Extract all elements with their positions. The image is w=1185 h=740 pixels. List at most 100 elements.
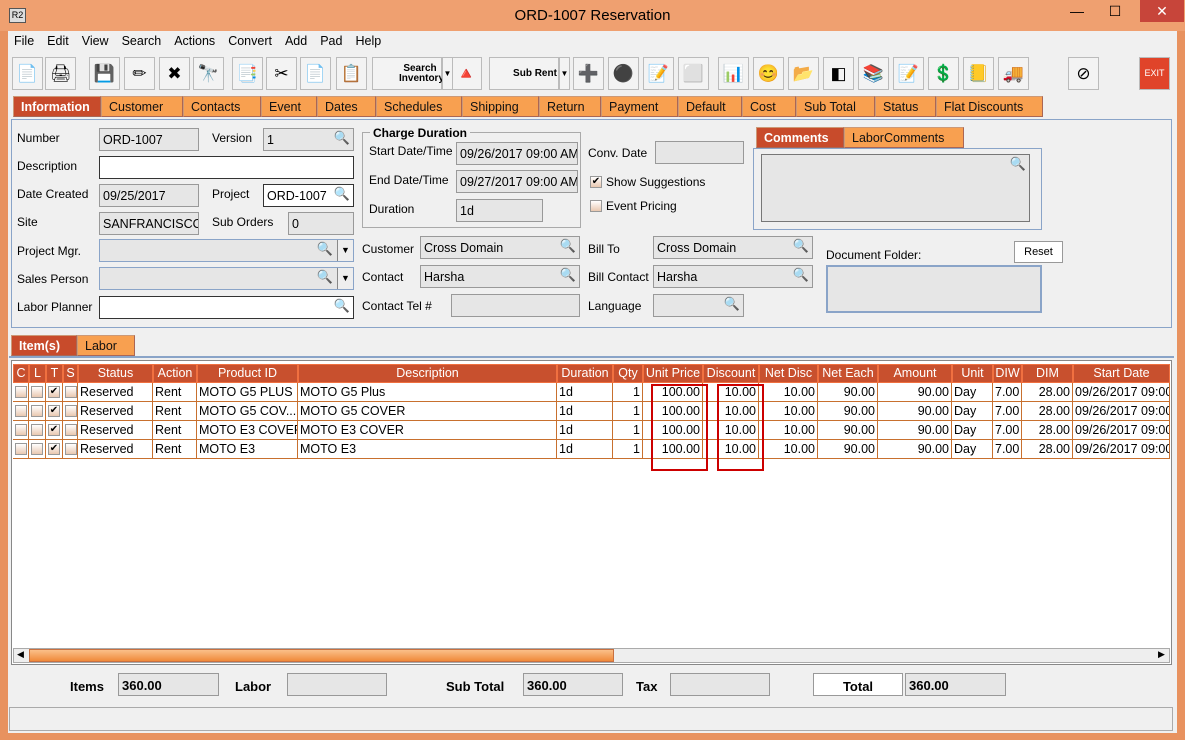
cell-discount[interactable]: 10.00 [703,383,759,402]
cell-dim[interactable]: 28.00 [1022,421,1073,440]
comments-textarea[interactable]: 🔍 [761,154,1030,222]
project-mgr-select[interactable]: 🔍 ▼ [99,239,354,262]
column-header-t[interactable]: T [46,364,63,383]
cell-net-each[interactable]: 90.00 [818,440,878,459]
s-checkbox[interactable] [65,386,77,398]
sub-rent-button[interactable]: Sub Rent [489,57,559,90]
search-icon[interactable]: 🔍 [723,296,740,311]
delete-icon[interactable]: ✖ [159,57,190,90]
menu-pad[interactable]: Pad [320,34,343,48]
cut-icon[interactable]: ✂ [266,57,297,90]
search-icon[interactable]: 🔍 [559,238,576,253]
cell-description[interactable]: MOTO G5 COVER [298,402,557,421]
cell-duration[interactable]: 1d [557,402,613,421]
s-checkbox[interactable] [65,405,77,417]
notepad-icon[interactable]: 📝 [893,57,924,90]
cell-qty[interactable]: 1 [613,402,643,421]
cell-unit[interactable]: Day [952,383,993,402]
version-field[interactable]: 1 🔍 [263,128,354,151]
cell-action[interactable]: Rent [153,440,197,459]
t-checkbox[interactable]: ✔ [48,405,60,417]
search-icon[interactable]: 🔍 [333,186,350,201]
money-transfer-icon[interactable]: 💲 [928,57,959,90]
column-header-amount[interactable]: Amount [878,364,952,383]
menu-search[interactable]: Search [121,34,162,48]
tab-shipping[interactable]: Shipping [462,96,539,117]
cell-unit-price[interactable]: 100.00 [643,402,703,421]
cell-description[interactable]: MOTO E3 COVER [298,421,557,440]
cell-status[interactable]: Reserved [78,383,153,402]
cell-action[interactable]: Rent [153,402,197,421]
tab-payment[interactable]: Payment [601,96,678,117]
paste-icon[interactable]: 📋 [336,57,367,90]
search-inventory-button[interactable]: Search Inventory [372,57,444,90]
menu-file[interactable]: File [14,34,35,48]
search-icon[interactable]: 🔍 [1009,156,1026,171]
event-pricing-checkbox[interactable] [590,200,602,212]
l-checkbox[interactable] [31,424,43,436]
search-inventory-dropdown-icon[interactable]: ▼ [442,57,453,90]
tab-labor[interactable]: Labor [77,335,135,356]
cell-diw[interactable]: 7.00 [993,383,1022,402]
exit-button[interactable]: EXIT [1139,57,1170,90]
truck-icon[interactable]: 🚚 [998,57,1029,90]
column-header-description[interactable]: Description [298,364,557,383]
cell-diw[interactable]: 7.00 [993,402,1022,421]
cell-unit-price[interactable]: 100.00 [643,440,703,459]
dropdown-arrow-icon[interactable]: ▼ [337,240,353,261]
tab-customer[interactable]: Customer [101,96,183,117]
column-header-qty[interactable]: Qty [613,364,643,383]
cell-qty[interactable]: 1 [613,383,643,402]
cell-discount[interactable]: 10.00 [703,421,759,440]
customer-field[interactable]: Cross Domain 🔍 [420,236,580,259]
c-checkbox[interactable] [15,443,27,455]
minimize-button[interactable]: — [1070,3,1084,19]
new-document-icon[interactable]: 📄 [12,57,43,90]
column-header-product-id[interactable]: Product ID [197,364,298,383]
folder-clock-icon[interactable]: 📂 [788,57,819,90]
balls-icon[interactable]: ⚫ [608,57,639,90]
cell-net-each[interactable]: 90.00 [818,383,878,402]
sales-person-select[interactable]: 🔍 ▼ [99,267,354,290]
c-checkbox[interactable] [15,424,27,436]
cell-amount[interactable]: 90.00 [878,440,952,459]
cell-net-each[interactable]: 90.00 [818,421,878,440]
maximize-button[interactable]: ☐ [1108,3,1122,19]
column-header-unit-price[interactable]: Unit Price [643,364,703,383]
cell-net-each[interactable]: 90.00 [818,402,878,421]
cell-status[interactable]: Reserved [78,440,153,459]
contact-field[interactable]: Harsha 🔍 [420,265,580,288]
cell-unit[interactable]: Day [952,421,993,440]
cell-diw[interactable]: 7.00 [993,421,1022,440]
tab-schedules[interactable]: Schedules [376,96,462,117]
column-header-s[interactable]: S [63,364,78,383]
c-checkbox[interactable] [15,405,27,417]
dropdown-arrow-icon[interactable]: ▼ [337,268,353,289]
cell-start-date[interactable]: 09/26/2017 09:00 [1073,421,1170,440]
cell-unit-price[interactable]: 100.00 [643,421,703,440]
column-header-duration[interactable]: Duration [557,364,613,383]
column-header-l[interactable]: L [29,364,46,383]
cell-diw[interactable]: 7.00 [993,440,1022,459]
cell-unit[interactable]: Day [952,402,993,421]
cell-dim[interactable]: 28.00 [1022,440,1073,459]
t-checkbox[interactable]: ✔ [48,443,60,455]
column-header-dim[interactable]: DIM [1022,364,1073,383]
c-checkbox[interactable] [15,386,27,398]
disabled-icon[interactable]: ⬜ [678,57,709,90]
tab-labor-comments[interactable]: LaborComments [844,127,964,148]
cell-amount[interactable]: 90.00 [878,383,952,402]
org-chart-icon[interactable]: 📊 [718,57,749,90]
notes-icon[interactable]: 📒 [963,57,994,90]
save-icon[interactable]: 💾 [89,57,120,90]
cell-dim[interactable]: 28.00 [1022,402,1073,421]
t-checkbox[interactable]: ✔ [48,386,60,398]
cell-net-disc[interactable]: 10.00 [759,421,818,440]
cell-unit[interactable]: Day [952,440,993,459]
language-field[interactable]: 🔍 [653,294,744,317]
cell-net-disc[interactable]: 10.00 [759,383,818,402]
s-checkbox[interactable] [65,424,77,436]
search-icon[interactable]: 🔍 [792,267,809,282]
cell-product-id[interactable]: MOTO G5 PLUS [197,383,298,402]
tab-status[interactable]: Status [875,96,936,117]
